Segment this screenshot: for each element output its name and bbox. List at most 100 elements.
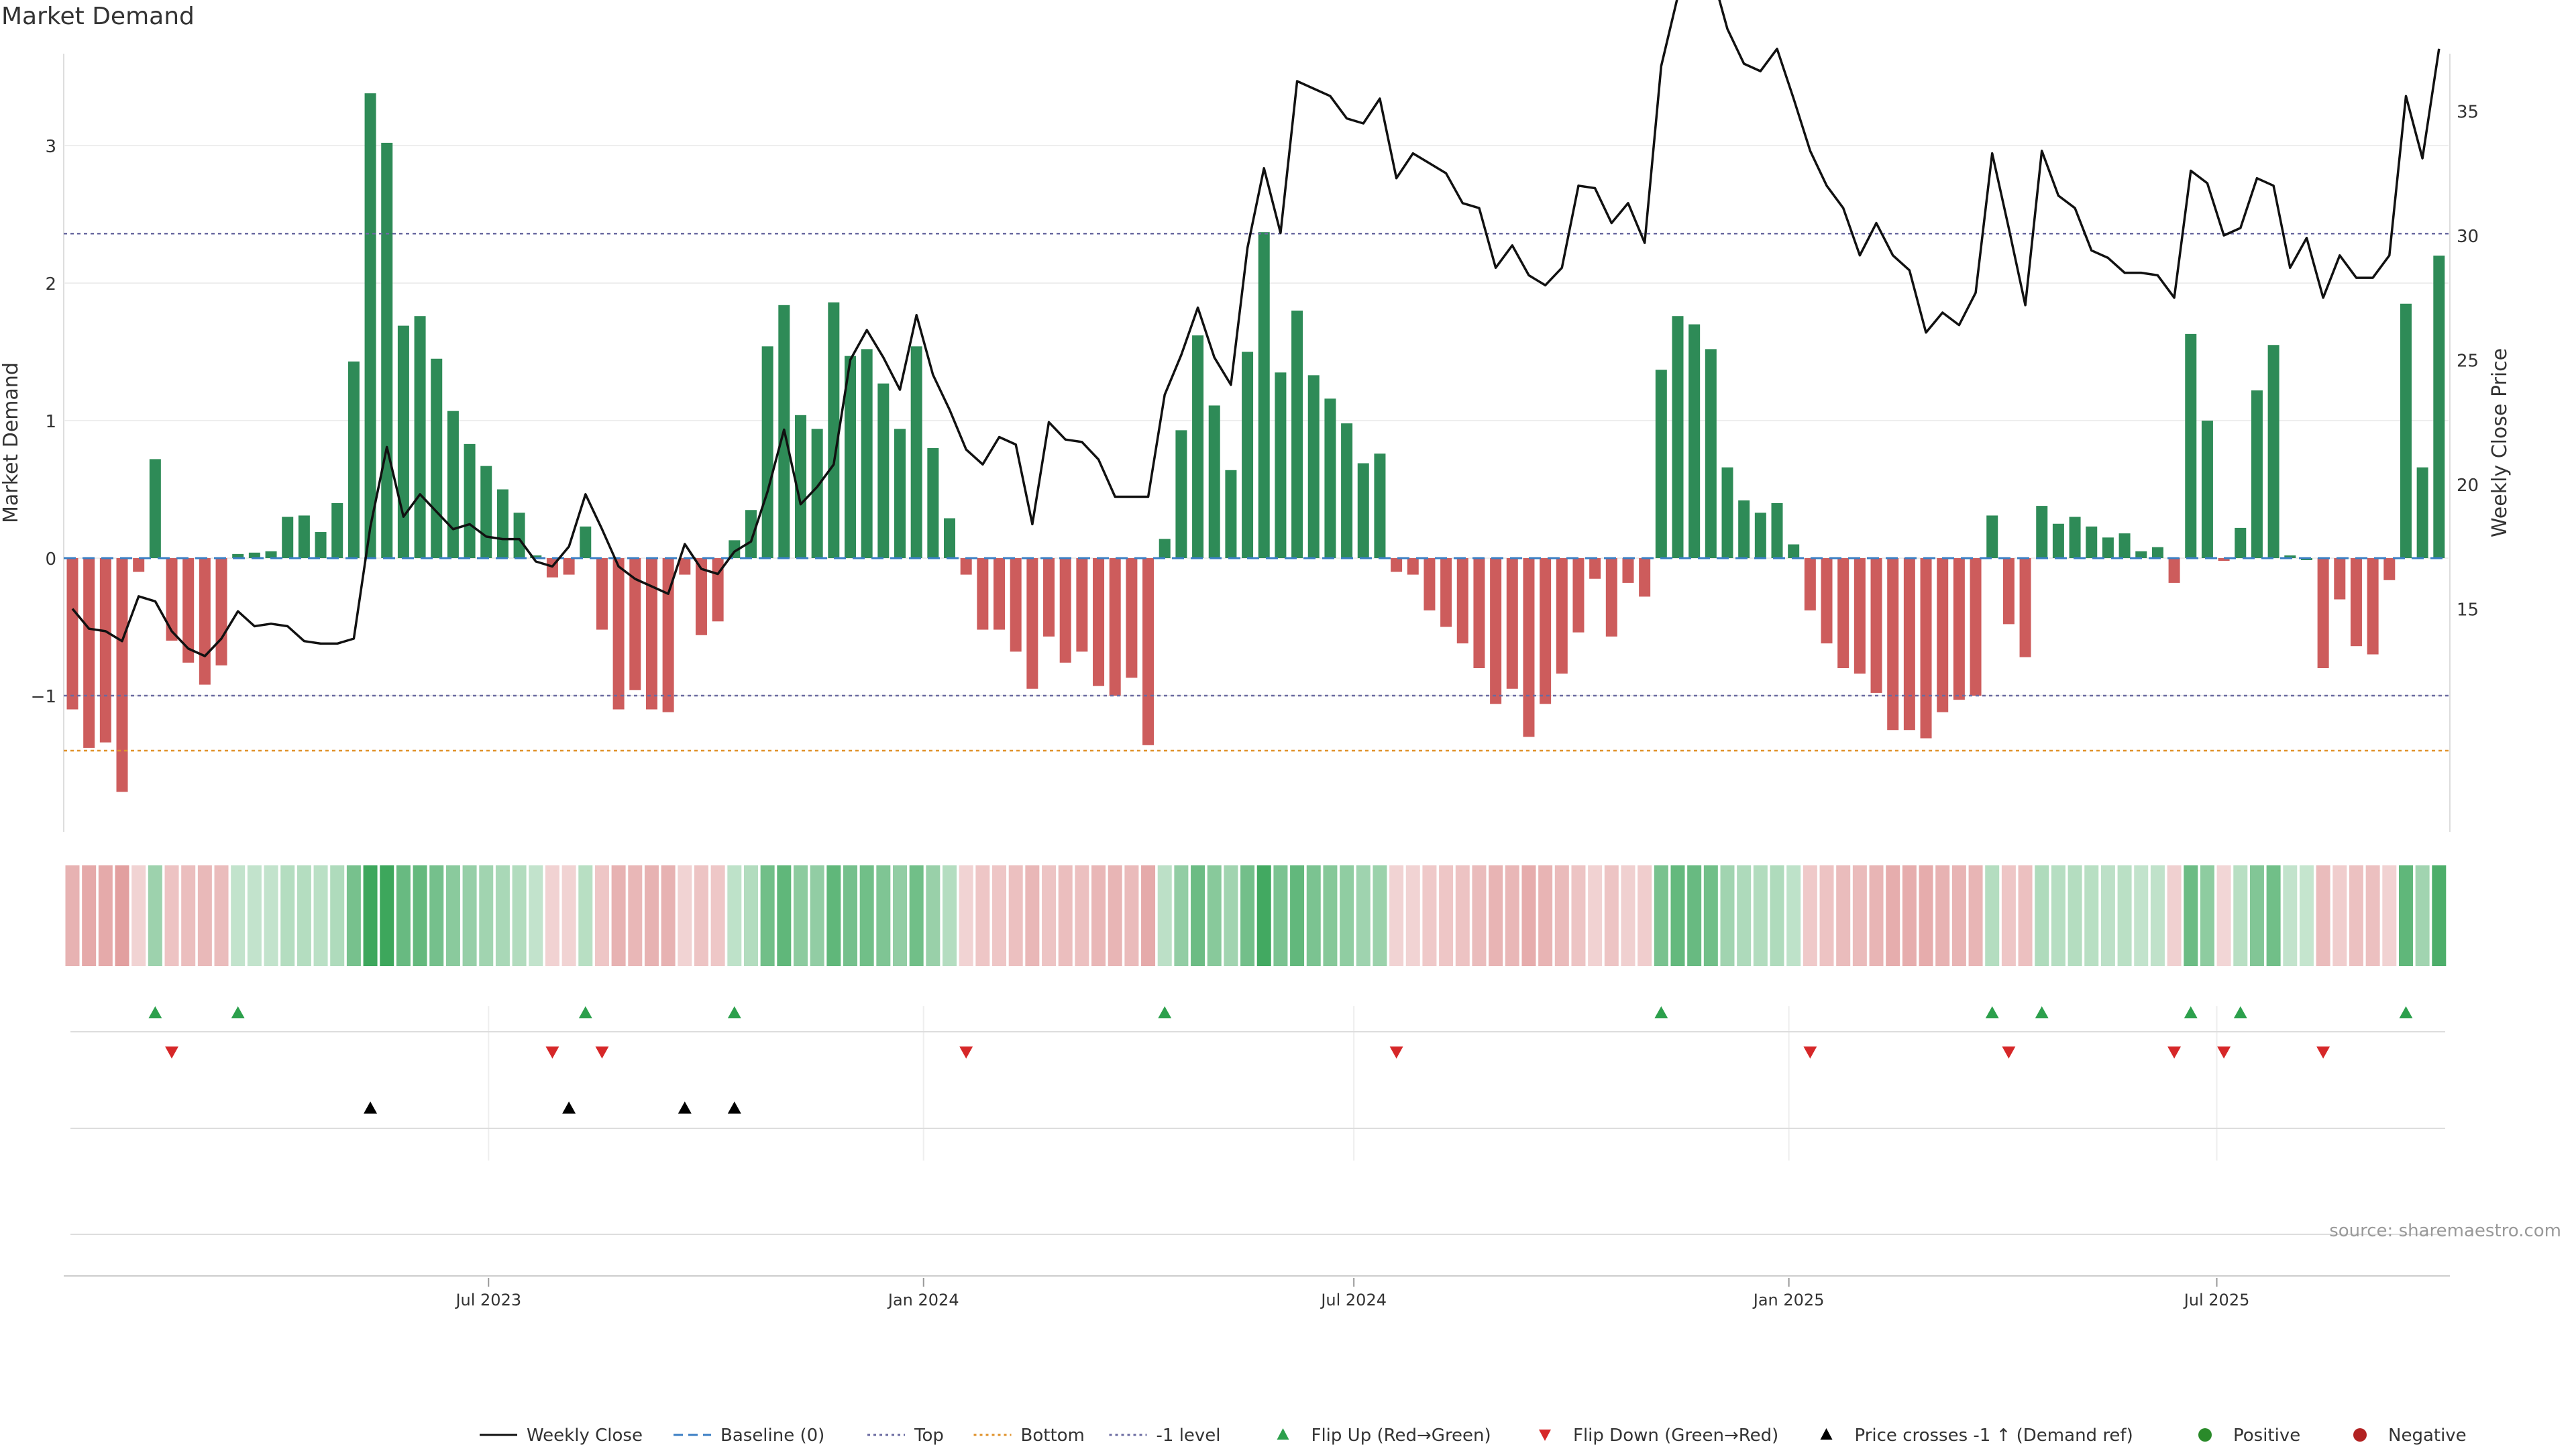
demand-bar [347, 361, 360, 558]
heat-cell [1703, 865, 1718, 966]
demand-bar [447, 411, 459, 558]
heat-cell [1157, 865, 1172, 966]
demand-bar [2052, 523, 2064, 558]
flip-up-marker [2035, 1006, 2049, 1018]
demand-bar [149, 459, 161, 558]
heat-cell [975, 865, 990, 966]
demand-bar [1837, 558, 1849, 668]
demand-bar [166, 558, 178, 641]
heat-cell [1455, 865, 1470, 966]
demand-bar [99, 558, 111, 743]
heat-cell [1306, 865, 1321, 966]
demand-bar [894, 429, 906, 558]
heat-cell [1290, 865, 1305, 966]
heat-cell [429, 865, 444, 966]
demand-bar [248, 552, 260, 558]
heat-cell [992, 865, 1007, 966]
y-tick-label: 1 [45, 412, 56, 432]
heat-cell [810, 865, 824, 966]
demand-bar [679, 558, 691, 575]
heat-cell [1538, 865, 1553, 966]
demand-bar [480, 466, 492, 558]
demand-bar [2400, 303, 2412, 558]
heat-cell [1803, 865, 1817, 966]
demand-bar [315, 532, 327, 558]
demand-bar [83, 558, 95, 748]
heat-cell [1058, 865, 1073, 966]
heat-cell [1340, 865, 1354, 966]
price-line [71, 0, 2440, 657]
heat-cell [1571, 865, 1586, 966]
demand-bar [1986, 515, 1998, 558]
demand-bar [1109, 558, 1121, 696]
demand-bar [1655, 370, 1667, 558]
demand-bar [2267, 345, 2279, 558]
heat-cell [2051, 865, 2065, 966]
legend-label: Negative [2388, 1426, 2467, 1446]
demand-bar [2086, 526, 2098, 558]
demand-bar [1540, 558, 1552, 704]
demand-bar [910, 346, 922, 558]
heat-cell [1687, 865, 1702, 966]
flip-down-marker [959, 1046, 973, 1059]
demand-bar [1291, 311, 1303, 558]
heat-cell [943, 865, 957, 966]
x-tick-label: Jan 2025 [1752, 1291, 1825, 1309]
heat-cell [743, 865, 758, 966]
heat-cell [644, 865, 659, 966]
demand-bar [364, 93, 376, 559]
demand-bar [397, 325, 409, 558]
x-tick-label: Jul 2025 [2183, 1291, 2250, 1309]
demand-bar [629, 558, 641, 690]
demand-bar [994, 558, 1006, 630]
demand-bar [1192, 335, 1204, 558]
heat-cell [628, 865, 643, 966]
heat-cell [131, 865, 146, 966]
heat-cell [1654, 865, 1668, 966]
heat-cell [1935, 865, 1950, 966]
heat-cell [2299, 865, 2314, 966]
demand-bar [2317, 558, 2329, 668]
flip-up-marker [2233, 1006, 2247, 1018]
demand-bar [1341, 423, 1353, 558]
y2-tick-label: 35 [2457, 103, 2479, 123]
demand-bar [2218, 558, 2230, 561]
demand-bar [1639, 558, 1651, 597]
demand-bar [2002, 558, 2015, 625]
heat-cell [1919, 865, 1933, 966]
flip-up-marker [231, 1006, 245, 1018]
legend-label: -1 level [1157, 1426, 1221, 1446]
demand-bar [1688, 324, 1701, 558]
heat-cell [2382, 865, 2397, 966]
heat-cell [2249, 865, 2264, 966]
y2-tick-label: 25 [2457, 352, 2479, 372]
demand-bar [1738, 500, 1750, 558]
demand-bar [331, 503, 343, 558]
heat-cell [2084, 865, 2099, 966]
heat-cell [1405, 865, 1420, 966]
demand-bar [828, 302, 840, 558]
y2-tick-label: 30 [2457, 227, 2479, 247]
heat-cell [710, 865, 725, 966]
x-tick-label: Jul 2023 [454, 1291, 521, 1309]
heat-cell [893, 865, 907, 966]
heat-cell [264, 865, 278, 966]
heat-cell [2316, 865, 2330, 966]
heat-cell [1638, 865, 1652, 966]
demand-bar [662, 558, 674, 712]
heat-cell [661, 865, 676, 966]
demand-bar [1804, 558, 1816, 610]
demand-bar [1142, 558, 1155, 745]
legend-label: Flip Up (Red→Green) [1311, 1426, 1491, 1446]
heat-cell [545, 865, 559, 966]
heat-cell [2150, 865, 2165, 966]
demand-bar [1159, 539, 1171, 558]
heat-cell [445, 865, 460, 966]
heat-cell [1902, 865, 1917, 966]
demand-bar [761, 346, 773, 558]
demand-bar [1970, 558, 1982, 696]
demand-bar [2118, 533, 2131, 558]
heat-cell [2018, 865, 2033, 966]
legend-swatch [2198, 1428, 2212, 1442]
heat-cell [1191, 865, 1205, 966]
